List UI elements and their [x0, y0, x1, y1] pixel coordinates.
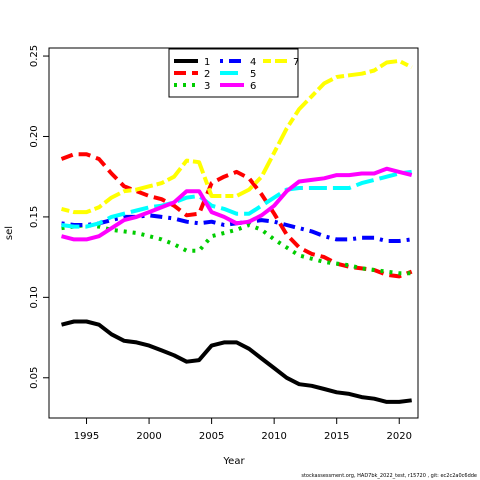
y-axis-title: sel — [4, 226, 15, 240]
y-tick-label: 0.25 — [29, 45, 40, 67]
x-tick-label: 2015 — [324, 431, 349, 442]
series-line-2 — [60, 152, 413, 279]
legend-label-2: 2 — [204, 69, 210, 80]
plot-box — [48, 47, 419, 419]
y-tick-label: 0.05 — [29, 367, 40, 389]
y-axis: 0.05 0.10 0.15 0.20 0.25 — [29, 45, 49, 389]
x-tick-label: 2005 — [199, 431, 224, 442]
legend-label-6: 6 — [250, 81, 256, 92]
series-line-6 — [61, 166, 413, 242]
y-tick-label: 0.10 — [29, 286, 40, 308]
x-tick-label: 1995 — [74, 431, 99, 442]
x-tick-label: 2000 — [136, 431, 161, 442]
x-axis: 1995 2000 2005 2010 2015 2020 — [74, 418, 412, 442]
series-line-3 — [61, 223, 412, 276]
series-lines — [60, 58, 413, 404]
x-tick-label: 2020 — [387, 431, 412, 442]
legend-label-5: 5 — [250, 69, 256, 80]
y-tick-label: 0.20 — [29, 125, 40, 147]
footer-credit: stockassessment.org, HAD7bk_2022_test, r… — [301, 473, 477, 479]
y-tick-label: 0.15 — [29, 206, 40, 228]
legend-label-1: 1 — [204, 57, 210, 68]
x-tick-label: 2010 — [261, 431, 286, 442]
series-line-1 — [61, 319, 412, 404]
legend-label-4: 4 — [250, 57, 256, 68]
series-line-5 — [61, 169, 412, 229]
legend-label-7: 7 — [293, 57, 299, 68]
x-axis-title: Year — [222, 456, 245, 467]
legend: 123 456 7 — [168, 48, 299, 98]
series-line-7 — [61, 58, 413, 215]
legend-label-3: 3 — [204, 81, 210, 92]
